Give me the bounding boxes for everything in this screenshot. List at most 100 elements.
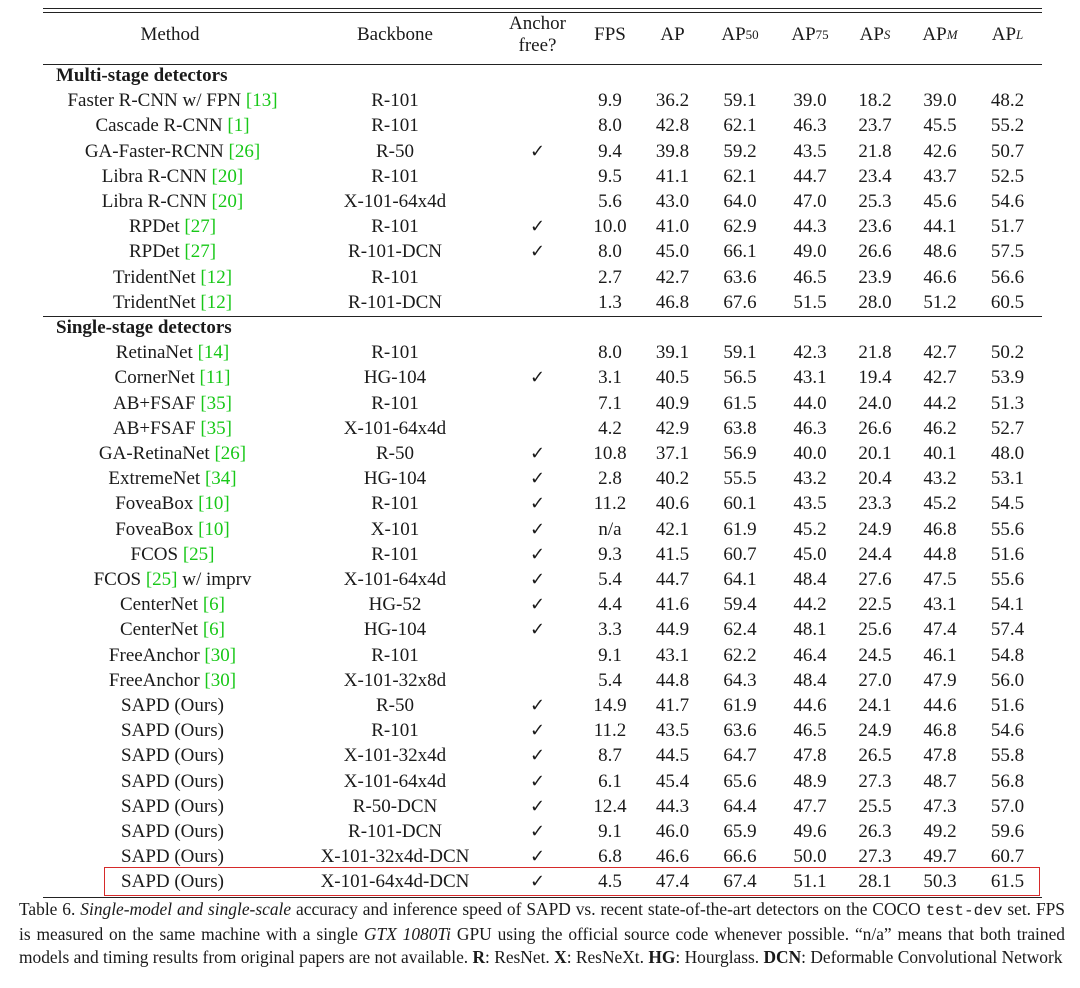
check-icon: ✓ (529, 141, 546, 162)
aps-cell: 27.0 (858, 670, 892, 691)
apm-cell: 45.5 (923, 115, 957, 136)
ap50-cell: 62.4 (723, 619, 757, 640)
citation-link[interactable]: [30] (204, 645, 237, 666)
citation-link[interactable]: [12] (200, 292, 233, 313)
fps-cell: 9.3 (598, 544, 622, 565)
aps-cell: 23.9 (858, 267, 892, 288)
citation-link[interactable]: [20] (211, 191, 244, 212)
ap-cell: 46.8 (655, 292, 690, 313)
citation-link[interactable]: [6] (202, 619, 225, 640)
apl-cell: 60.7 (990, 846, 1025, 867)
ap75-cell: 48.4 (793, 569, 827, 590)
apl-cell: 57.4 (990, 619, 1025, 640)
citation-link[interactable]: [11] (199, 367, 231, 388)
ap50-cell: 63.6 (723, 267, 757, 288)
citation-link[interactable]: [30] (204, 670, 237, 691)
backbone-cell: X-101-32x4d-DCN (320, 846, 470, 867)
apl-cell: 52.7 (990, 418, 1025, 439)
method-name: SAPD (Ours) (121, 846, 224, 867)
fps-cell: 9.9 (598, 90, 622, 111)
citation-link[interactable]: [20] (211, 166, 244, 187)
citation-link[interactable]: [35] (200, 393, 232, 414)
ap-cell: 40.2 (655, 468, 690, 489)
apm-cell: 42.6 (923, 141, 957, 162)
ap-cell: 47.4 (655, 871, 690, 892)
method-name: TridentNet (112, 292, 201, 313)
backbone-cell: R-101 (371, 645, 419, 666)
header-ap50: AP 50 (705, 4, 775, 66)
backbone-cell: R-101 (371, 544, 419, 565)
ap75-cell: 46.3 (793, 115, 827, 136)
apm-cell: 47.3 (923, 796, 957, 817)
ap-cell: 45.4 (655, 771, 690, 792)
check-icon: ✓ (529, 871, 546, 892)
check-icon: ✓ (529, 519, 546, 540)
method-name: GA-RetinaNet (98, 443, 215, 464)
fps-cell: 4.2 (598, 418, 622, 439)
citation-link[interactable]: [27] (184, 216, 217, 237)
citation-link[interactable]: [1] (227, 115, 250, 136)
apm-cell: 44.2 (923, 393, 957, 414)
header-aps-sub: S (883, 27, 891, 42)
backbone-cell: R-101 (371, 216, 419, 237)
apl-cell: 56.0 (990, 670, 1025, 691)
method-suffix: w/ imprv (177, 569, 252, 590)
aps-cell: 25.3 (858, 191, 892, 212)
backbone-cell: R-50 (376, 141, 414, 162)
backbone-cell: R-101 (371, 166, 419, 187)
check-icon: ✓ (529, 695, 546, 716)
header-apl: AP L (975, 4, 1040, 66)
header-method: Method (95, 4, 245, 66)
method-cell: FreeAnchor [30] (40, 668, 305, 693)
citation-link[interactable]: [27] (184, 241, 217, 262)
citation-link[interactable]: [26] (228, 141, 261, 162)
ap-cell: 39.1 (655, 342, 690, 363)
apl-cell: 48.2 (990, 90, 1025, 111)
citation-link[interactable]: [13] (245, 90, 278, 111)
citation-link[interactable]: [10] (198, 519, 230, 540)
apm-cell: 47.9 (923, 670, 957, 691)
method-cell: SAPD (Ours) (40, 718, 305, 743)
citation-link[interactable]: [6] (202, 594, 225, 615)
ap-cell: 41.1 (655, 166, 690, 187)
apl-cell: 57.5 (990, 241, 1025, 262)
method-name: Faster R-CNN w/ FPN (67, 90, 246, 111)
method-cell: FCOS [25] w/ imprv (40, 567, 305, 592)
citation-link[interactable]: [25] (182, 544, 215, 565)
ap-cell: 40.6 (655, 493, 690, 514)
citation-link[interactable]: [34] (204, 468, 237, 489)
ap75-cell: 46.5 (793, 720, 827, 741)
ap50-cell: 67.4 (723, 871, 757, 892)
citation-link[interactable]: [35] (200, 418, 232, 439)
citation-link[interactable]: [10] (198, 493, 230, 514)
backbone-cell: X-101-64x4d (343, 771, 447, 792)
fps-cell: 8.0 (598, 241, 622, 262)
apl-cell: 54.6 (990, 191, 1025, 212)
header-ap75: AP 75 (775, 4, 845, 66)
fps-cell: 10.8 (593, 443, 627, 464)
citation-link[interactable]: [26] (214, 443, 247, 464)
section-rule (43, 316, 1042, 317)
method-name: RPDet (128, 216, 185, 237)
ap75-cell: 45.2 (793, 519, 827, 540)
fps-cell: 10.0 (593, 216, 627, 237)
citation-link[interactable]: [14] (197, 342, 230, 363)
citation-link[interactable]: [25] (145, 569, 178, 590)
ap-cell: 41.0 (655, 216, 690, 237)
method-cell: SAPD (Ours) (40, 844, 305, 869)
check-icon: ✓ (529, 443, 546, 464)
section-title: Single-stage detectors (56, 317, 232, 338)
method-name: RPDet (128, 241, 185, 262)
fps-cell: 12.4 (593, 796, 627, 817)
ap75-cell: 49.0 (793, 241, 827, 262)
fps-cell: 5.6 (598, 191, 622, 212)
ap50-cell: 66.1 (723, 241, 757, 262)
citation-link[interactable]: [12] (200, 267, 233, 288)
ap50-cell: 64.0 (723, 191, 757, 212)
header-ap75-label: AP (791, 24, 816, 45)
ap50-cell: 56.9 (723, 443, 757, 464)
apl-cell: 51.7 (990, 216, 1025, 237)
method-cell: GA-RetinaNet [26] (40, 441, 305, 466)
ap75-cell: 43.5 (793, 141, 827, 162)
header-fps-label: FPS (594, 24, 626, 45)
